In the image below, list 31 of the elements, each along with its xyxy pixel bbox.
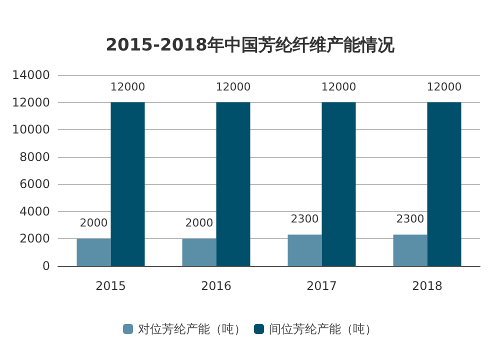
y-tick-label: 8000 [19, 150, 50, 164]
x-tick-label: 2017 [306, 279, 338, 293]
bar [288, 234, 322, 266]
y-tick-label: 14000 [12, 68, 50, 82]
x-tick-label: 2018 [412, 279, 443, 293]
y-tick-label: 12000 [12, 95, 50, 110]
data-label: 2000 [185, 216, 214, 230]
y-tick-label: 0 [42, 259, 50, 273]
data-label: 2300 [290, 212, 319, 226]
bar [76, 238, 111, 266]
y-tick-label: 10000 [12, 122, 50, 137]
chart-title: 2015-2018年中国芳纶纤维产能情况 [106, 36, 396, 56]
legend-label: 对位芳纶产能（吨） [138, 322, 246, 336]
bar [427, 102, 462, 266]
bar [110, 102, 145, 266]
data-label: 2000 [80, 216, 108, 230]
x-tick-label: 2016 [200, 279, 232, 293]
data-label: 2300 [396, 212, 424, 226]
data-label: 12000 [216, 80, 251, 94]
y-tick-label: 4000 [19, 204, 50, 218]
data-label: 12000 [110, 80, 146, 94]
data-label: 12000 [426, 80, 462, 94]
legend-label: 间位芳纶产能（吨） [269, 322, 377, 336]
bar [322, 102, 356, 266]
data-label: 12000 [321, 80, 356, 94]
y-tick-label: 6000 [19, 177, 50, 192]
bar [393, 234, 428, 266]
y-tick-label: 2000 [19, 232, 50, 246]
bar [182, 238, 216, 266]
x-tick-label: 2015 [95, 279, 126, 293]
bar [216, 102, 250, 266]
